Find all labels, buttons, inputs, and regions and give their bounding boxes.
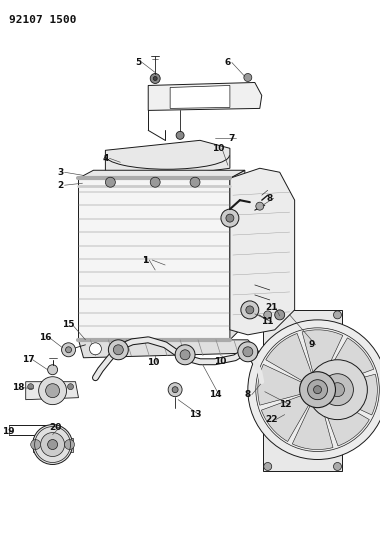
- Text: 5: 5: [135, 58, 141, 67]
- Text: 15: 15: [62, 320, 75, 329]
- Circle shape: [106, 177, 115, 187]
- Circle shape: [275, 310, 285, 320]
- Circle shape: [108, 340, 128, 360]
- Circle shape: [256, 384, 268, 395]
- Text: 13: 13: [189, 410, 201, 419]
- Circle shape: [307, 379, 328, 400]
- Circle shape: [64, 440, 75, 449]
- Circle shape: [241, 301, 259, 319]
- Circle shape: [114, 345, 123, 355]
- Text: 7: 7: [229, 134, 235, 143]
- Polygon shape: [170, 85, 230, 108]
- Circle shape: [41, 433, 64, 456]
- Text: 12: 12: [279, 400, 292, 409]
- Wedge shape: [261, 392, 314, 441]
- Text: 8: 8: [245, 390, 251, 399]
- Circle shape: [150, 177, 160, 187]
- Text: 9: 9: [308, 340, 315, 349]
- Circle shape: [33, 425, 72, 464]
- Circle shape: [48, 440, 58, 449]
- Polygon shape: [33, 438, 72, 451]
- Circle shape: [333, 311, 341, 319]
- Text: 2: 2: [58, 181, 64, 190]
- Text: 21: 21: [266, 303, 278, 312]
- Circle shape: [299, 372, 336, 408]
- Text: 3: 3: [58, 168, 64, 177]
- Text: 19: 19: [2, 427, 15, 436]
- Circle shape: [226, 214, 234, 222]
- Polygon shape: [78, 170, 245, 178]
- Circle shape: [172, 386, 178, 393]
- Circle shape: [67, 384, 74, 390]
- Text: 20: 20: [50, 423, 62, 432]
- Circle shape: [48, 365, 58, 375]
- Text: 11: 11: [261, 317, 274, 326]
- Text: 92107 1500: 92107 1500: [9, 15, 76, 25]
- Text: 14: 14: [209, 390, 221, 399]
- Circle shape: [252, 324, 381, 456]
- Circle shape: [244, 74, 252, 82]
- Circle shape: [90, 343, 101, 355]
- Circle shape: [190, 177, 200, 187]
- Circle shape: [38, 377, 67, 405]
- Polygon shape: [78, 178, 230, 340]
- Circle shape: [46, 384, 59, 398]
- Wedge shape: [266, 334, 315, 386]
- Circle shape: [62, 343, 75, 357]
- Circle shape: [322, 374, 354, 406]
- Wedge shape: [325, 374, 377, 415]
- Polygon shape: [78, 340, 260, 358]
- Text: 4: 4: [102, 154, 109, 163]
- Text: 10: 10: [212, 144, 224, 153]
- Text: 6: 6: [225, 58, 231, 67]
- Circle shape: [330, 383, 344, 397]
- Circle shape: [243, 347, 253, 357]
- Circle shape: [264, 463, 272, 471]
- Circle shape: [246, 306, 254, 314]
- Text: 22: 22: [266, 415, 278, 424]
- Polygon shape: [148, 83, 262, 110]
- Text: 10: 10: [214, 357, 226, 366]
- Circle shape: [180, 350, 190, 360]
- Circle shape: [333, 463, 341, 471]
- Circle shape: [248, 320, 381, 459]
- Text: 18: 18: [13, 383, 25, 392]
- Circle shape: [168, 383, 182, 397]
- Text: 17: 17: [22, 356, 35, 364]
- Circle shape: [28, 384, 34, 390]
- Text: 1: 1: [142, 255, 148, 264]
- Circle shape: [256, 202, 264, 210]
- Wedge shape: [322, 338, 374, 387]
- Text: 1: 1: [142, 255, 148, 264]
- Text: 16: 16: [39, 333, 52, 342]
- Wedge shape: [258, 365, 311, 405]
- Wedge shape: [320, 394, 369, 446]
- Circle shape: [238, 342, 258, 362]
- Circle shape: [176, 131, 184, 139]
- Circle shape: [221, 209, 239, 227]
- Text: 8: 8: [267, 193, 273, 203]
- Wedge shape: [302, 330, 343, 383]
- Polygon shape: [230, 170, 245, 340]
- Circle shape: [66, 347, 72, 353]
- Circle shape: [150, 74, 160, 84]
- Polygon shape: [106, 140, 230, 175]
- Wedge shape: [292, 397, 333, 449]
- Circle shape: [153, 77, 157, 80]
- Polygon shape: [26, 382, 78, 400]
- Polygon shape: [263, 310, 343, 472]
- Circle shape: [264, 311, 272, 319]
- Circle shape: [31, 440, 41, 449]
- Circle shape: [307, 360, 367, 419]
- Circle shape: [314, 386, 322, 394]
- Polygon shape: [230, 168, 295, 335]
- Text: 10: 10: [147, 358, 159, 367]
- Circle shape: [175, 345, 195, 365]
